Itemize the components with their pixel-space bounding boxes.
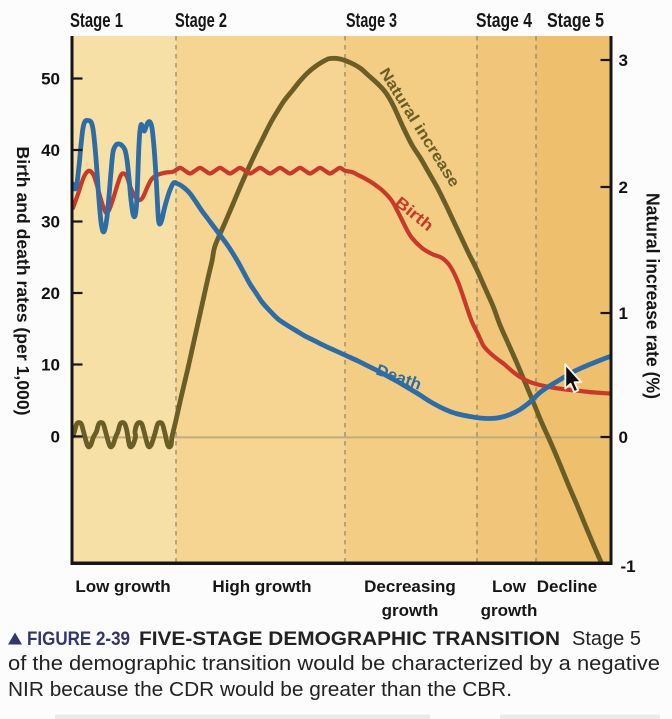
svg-text:-1: -1: [621, 557, 636, 576]
svg-text:1: 1: [619, 304, 628, 323]
svg-text:FIVE-STAGE DEMOGRAPHIC TRANSIT: FIVE-STAGE DEMOGRAPHIC TRANSITION: [139, 629, 560, 650]
svg-text:NIR because the CDR would be g: NIR because the CDR would be greater tha…: [8, 679, 512, 701]
svg-text:Stage 2: Stage 2: [175, 10, 227, 32]
svg-text:0: 0: [619, 428, 628, 447]
svg-text:0: 0: [51, 427, 60, 446]
svg-text:2: 2: [619, 178, 628, 197]
svg-text:Birth and death rates (per 1,0: Birth and death rates (per 1,000): [13, 147, 33, 416]
svg-text:Stage 4: Stage 4: [476, 10, 533, 32]
svg-text:50: 50: [41, 70, 60, 89]
svg-text:20: 20: [41, 284, 60, 303]
svg-text:Decreasing: Decreasing: [364, 577, 456, 596]
svg-text:Stage 1: Stage 1: [70, 10, 123, 32]
svg-text:Stage 3: Stage 3: [346, 10, 397, 32]
svg-text:Stage 5: Stage 5: [547, 10, 604, 32]
svg-text:Low: Low: [492, 577, 527, 596]
svg-text:of the demographic transition: of the demographic transition would be c…: [8, 653, 660, 675]
svg-text:3: 3: [619, 51, 628, 70]
svg-text:Stage 5: Stage 5: [572, 628, 641, 650]
svg-text:Low growth: Low growth: [75, 577, 170, 596]
svg-text:30: 30: [41, 213, 60, 232]
svg-text:FIGURE 2-39: FIGURE 2-39: [27, 629, 130, 650]
svg-text:High growth: High growth: [212, 577, 311, 596]
svg-text:10: 10: [41, 356, 60, 375]
svg-text:growth: growth: [382, 601, 439, 620]
svg-text:Decline: Decline: [537, 577, 597, 596]
svg-text:growth: growth: [481, 601, 538, 620]
svg-text:40: 40: [41, 141, 60, 160]
svg-text:Natural increase rate (%): Natural increase rate (%): [643, 193, 663, 399]
